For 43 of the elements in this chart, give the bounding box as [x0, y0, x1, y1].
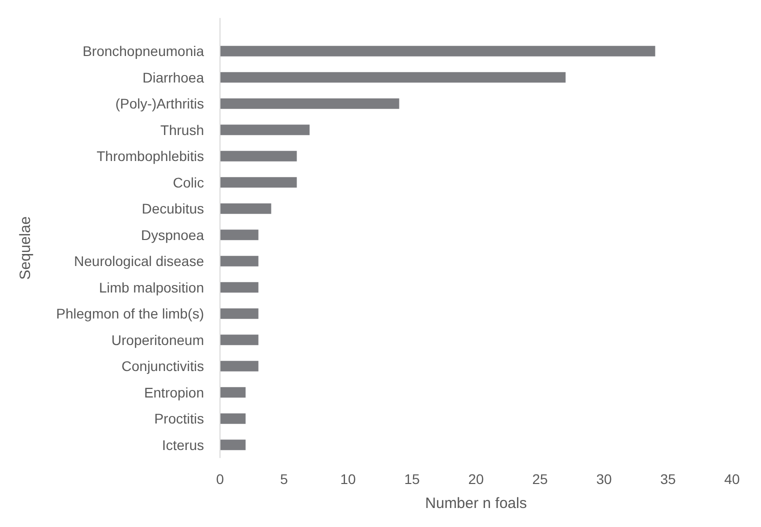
y-tick-label: Uroperitoneum — [111, 332, 204, 348]
bar — [220, 440, 246, 450]
y-tick-label: Neurological disease — [74, 253, 204, 270]
y-tick-label: Proctitis — [154, 410, 204, 427]
x-tick-label: 40 — [724, 471, 740, 487]
bar — [220, 46, 656, 56]
bar — [220, 334, 258, 346]
bar — [220, 72, 566, 83]
y-tick-label: Thrombophlebitis — [96, 148, 204, 164]
y-tick-label: Limb malposition — [98, 279, 204, 296]
y-tick-label: Entropion — [144, 384, 204, 400]
y-tick-label: Decubitus — [142, 200, 204, 217]
y-axis-title: Sequelae — [17, 216, 34, 280]
x-tick-label: 0 — [216, 471, 224, 487]
x-tick-label: 30 — [596, 471, 612, 487]
y-tick-label: Dyspnoea — [140, 226, 204, 243]
bar — [220, 124, 310, 136]
y-tick-label: Diarrhoea — [142, 69, 204, 86]
bar — [220, 256, 258, 266]
y-tick-label: Thrush — [160, 122, 204, 138]
y-tick-label: Icterus — [162, 436, 204, 453]
x-tick-label: 15 — [404, 471, 420, 487]
x-tick-label: 25 — [532, 471, 548, 487]
y-tick-label: Conjunctivitis — [122, 358, 204, 374]
x-axis-title: Number n foals — [425, 495, 527, 512]
bar — [220, 387, 246, 398]
bar — [220, 150, 297, 162]
bar — [220, 203, 272, 214]
y-tick-label: (Poly-)Arthritis — [115, 96, 204, 112]
bar — [220, 177, 297, 188]
x-tick-label: 10 — [340, 471, 356, 487]
bar — [220, 308, 258, 319]
bar — [220, 98, 400, 109]
x-tick-label: 5 — [280, 471, 288, 487]
x-tick-label: 20 — [468, 471, 484, 487]
x-tick-label: 35 — [660, 471, 676, 487]
y-tick-label: Phlegmon of the limb(s) — [56, 306, 204, 322]
bar — [220, 230, 258, 240]
bar — [220, 360, 258, 372]
bar — [220, 413, 246, 424]
bar — [220, 282, 258, 293]
y-tick-label: Colic — [172, 174, 204, 190]
y-tick-label: Bronchopneumonia — [82, 43, 204, 60]
